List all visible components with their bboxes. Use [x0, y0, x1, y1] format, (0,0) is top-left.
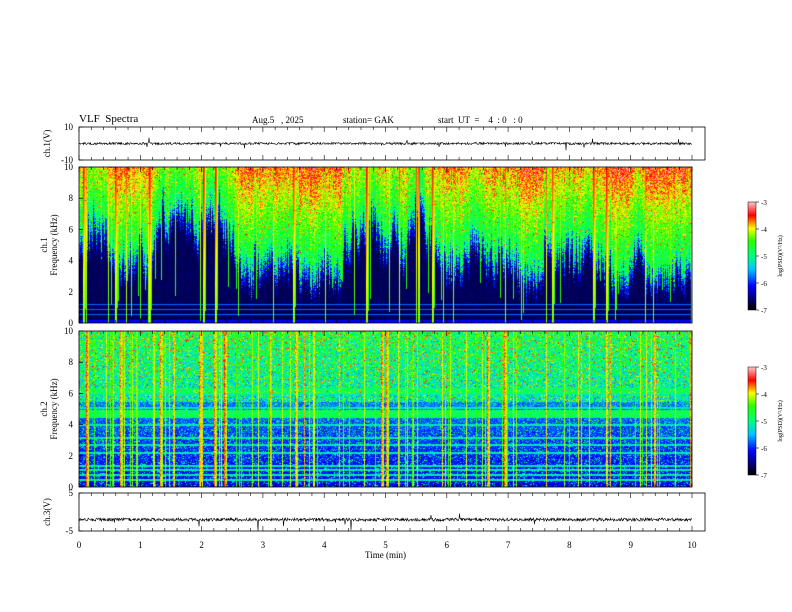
ch1-colorbar-tick-label-3: -6	[761, 280, 767, 288]
ch2-colorbar-tick-label-0: -3	[761, 364, 767, 372]
date-label: Aug.5 , 2025	[252, 115, 304, 125]
ch3-wave-ytick-label-1: -5	[66, 526, 74, 536]
x-tick-label-7: 7	[506, 540, 511, 550]
ch1-colorbar-label: log(PSD)(V²/Hz)	[777, 235, 784, 276]
ch1-colorbar-tick-label-1: -4	[761, 226, 767, 234]
ch2-spectrogram-image	[79, 331, 692, 487]
ch1-waveform-frame	[78, 126, 706, 161]
ch2-colorbar-tick-label-3: -6	[761, 445, 767, 453]
x-tick-label-0: 0	[77, 540, 82, 550]
ch3-wave-ylabel-0: ch.3(V)	[42, 498, 52, 526]
ch1-spec-ylabel-0: ch.1	[39, 237, 49, 252]
ch1-spectrogram-image	[79, 167, 692, 323]
x-tick-label-1: 1	[138, 540, 143, 550]
ch1-colorbar-image	[748, 202, 756, 310]
ch2-spec-ytick-label-1: 2	[69, 451, 74, 461]
ch2-spec-ylabel-0: ch.2	[39, 401, 49, 416]
station-label: station= GAK	[343, 115, 394, 125]
ch2-colorbar-label: log(PSD)(V²/Hz)	[777, 400, 784, 441]
ch1-spec-ylabel-1: Frequency (kHz)	[49, 214, 59, 275]
start-time-label: start UT = 4 : 0 : 0	[438, 115, 523, 125]
ch2-colorbar-tick-label-2: -5	[761, 418, 767, 426]
ch1-spec-ytick-label-4: 8	[69, 193, 74, 203]
ch3-wave-ytick-label-0: 5	[69, 488, 74, 498]
ch2-spec-ylabel-1: Frequency (kHz)	[49, 378, 59, 439]
ch2-spec-ytick-label-4: 8	[69, 357, 74, 367]
x-tick-label-6: 6	[445, 540, 450, 550]
x-axis-label: Time (min)	[365, 550, 406, 560]
ch1-spec-ytick-label-1: 2	[69, 287, 74, 297]
ch1-wave-ylabel-0: ch.1(V)	[42, 130, 52, 158]
x-tick-label-4: 4	[322, 540, 327, 550]
ch1-waveform-line	[78, 137, 693, 151]
ch1-spec-ytick-label-2: 4	[69, 256, 74, 266]
ch1-colorbar-tick-label-4: -7	[761, 307, 767, 315]
x-tick-label-9: 9	[628, 540, 633, 550]
ch3-waveform-frame	[78, 492, 706, 532]
ch1-colorbar-tick-label-0: -3	[761, 199, 767, 207]
x-tick-label-2: 2	[199, 540, 204, 550]
ch2-spec-ytick-label-0: 0	[69, 482, 74, 492]
ch2-spec-ytick-label-3: 6	[69, 388, 74, 398]
ch1-colorbar-tick-label-2: -5	[761, 253, 767, 261]
x-tick-label-10: 10	[688, 540, 698, 550]
ch2-colorbar-image	[748, 367, 756, 475]
ch2-colorbar-tick-label-4: -7	[761, 472, 767, 480]
ch1-spec-ytick-label-5: 10	[64, 162, 74, 172]
x-tick-label-5: 5	[383, 540, 388, 550]
x-tick-label-8: 8	[567, 540, 572, 550]
ch1-wave-ytick-label-0: 10	[64, 122, 74, 132]
chart-title: VLF Spectra	[79, 113, 139, 125]
ch2-spec-ytick-label-2: 4	[69, 420, 74, 430]
x-tick-label-3: 3	[261, 540, 266, 550]
ch3-waveform-line	[78, 513, 693, 531]
ch1-spec-ytick-label-0: 0	[69, 318, 74, 328]
ch1-spec-ytick-label-3: 6	[69, 224, 74, 234]
ch2-colorbar-tick-label-1: -4	[761, 391, 767, 399]
ch2-spec-ytick-label-5: 10	[64, 326, 74, 336]
ch1-wave-ytick-label-1: -10	[61, 155, 73, 165]
